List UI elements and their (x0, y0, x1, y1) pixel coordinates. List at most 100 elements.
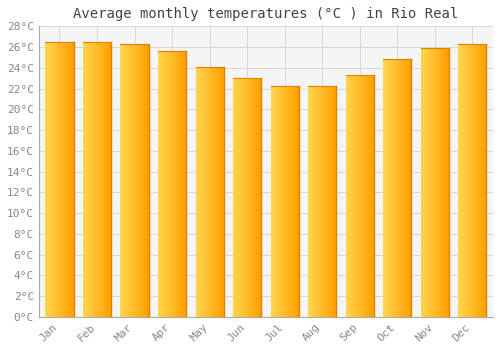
Bar (286, 86, 287, 317)
Bar (293, 86, 294, 317)
Bar (482, 44, 483, 317)
Bar (447, 48, 448, 317)
Bar (212, 67, 213, 317)
Bar (102, 42, 104, 317)
Bar (462, 44, 464, 317)
Bar (73, 42, 74, 317)
Bar (325, 86, 326, 317)
Bar (294, 86, 296, 317)
Bar (208, 67, 209, 317)
Bar (316, 86, 318, 317)
Bar (46, 42, 47, 317)
Bar (387, 60, 388, 317)
Bar (408, 60, 410, 317)
Bar (310, 86, 311, 317)
Bar (370, 75, 371, 317)
Bar (279, 86, 280, 317)
Bar (145, 44, 146, 317)
Bar (358, 75, 359, 317)
Bar (277, 86, 278, 317)
Bar (88, 42, 90, 317)
Bar (160, 51, 161, 317)
Bar (371, 75, 372, 317)
Bar (404, 60, 405, 317)
Bar (206, 67, 207, 317)
Bar (434, 48, 435, 317)
Bar (322, 86, 323, 317)
Bar (292, 86, 293, 317)
Bar (220, 67, 221, 317)
Bar (95, 42, 96, 317)
Bar (458, 44, 459, 317)
Bar (320, 86, 321, 317)
Bar (471, 44, 472, 317)
Bar (390, 60, 391, 317)
Bar (48, 42, 49, 317)
Bar (335, 86, 336, 317)
Bar (173, 51, 174, 317)
Bar (437, 48, 438, 317)
Bar (62, 42, 63, 317)
Bar (256, 78, 257, 317)
Bar (109, 42, 110, 317)
Bar (204, 67, 206, 317)
Bar (210, 67, 211, 317)
Bar (394, 60, 395, 317)
Bar (55, 42, 56, 317)
Bar (422, 48, 423, 317)
Bar (161, 51, 162, 317)
Bar (282, 86, 284, 317)
Bar (98, 42, 99, 317)
Bar (85, 42, 86, 317)
Bar (386, 60, 387, 317)
Bar (280, 86, 281, 317)
Bar (223, 67, 224, 317)
Bar (427, 48, 428, 317)
Bar (330, 86, 332, 317)
Bar (400, 60, 401, 317)
Bar (94, 42, 95, 317)
Bar (70, 42, 72, 317)
Bar (245, 78, 246, 317)
Bar (238, 78, 240, 317)
Bar (403, 60, 404, 317)
Bar (288, 86, 289, 317)
Bar (348, 75, 349, 317)
Bar (460, 44, 461, 317)
Bar (100, 42, 101, 317)
Bar (466, 44, 467, 317)
Bar (349, 75, 350, 317)
Bar (255, 78, 256, 317)
Bar (172, 51, 173, 317)
Bar (87, 42, 88, 317)
Bar (361, 75, 362, 317)
Bar (124, 44, 126, 317)
Bar (275, 86, 276, 317)
Bar (257, 78, 258, 317)
Bar (484, 44, 485, 317)
Bar (216, 67, 218, 317)
Bar (52, 42, 53, 317)
Bar (221, 67, 222, 317)
Bar (423, 48, 424, 317)
Bar (176, 51, 177, 317)
Bar (258, 78, 259, 317)
Bar (461, 44, 462, 317)
Bar (63, 42, 64, 317)
Bar (197, 67, 198, 317)
Bar (133, 44, 134, 317)
Bar (236, 78, 238, 317)
Bar (426, 48, 427, 317)
Bar (215, 67, 216, 317)
Bar (179, 51, 180, 317)
Bar (235, 78, 236, 317)
Bar (459, 44, 460, 317)
Bar (129, 44, 130, 317)
Bar (274, 86, 275, 317)
Bar (428, 48, 429, 317)
Bar (131, 44, 132, 317)
Bar (68, 42, 70, 317)
Bar (122, 44, 124, 317)
Bar (92, 42, 93, 317)
Bar (177, 51, 178, 317)
